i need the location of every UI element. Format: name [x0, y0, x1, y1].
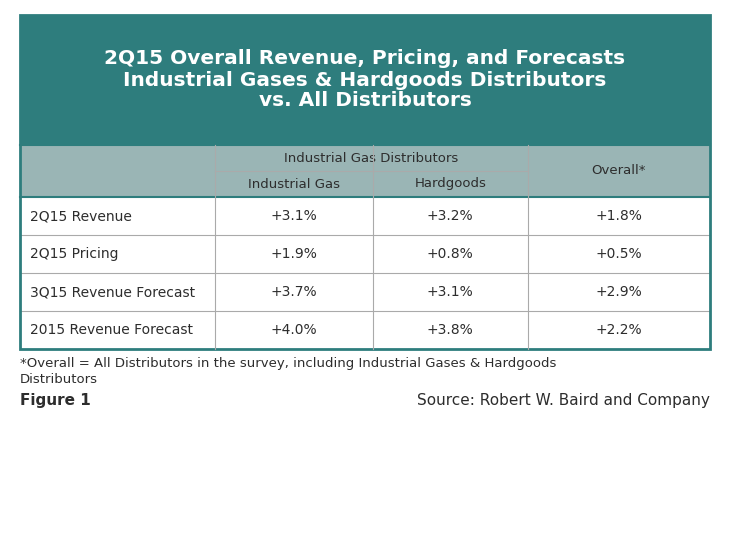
Bar [20, 197, 710, 235]
Text: +0.8%: +0.8% [427, 247, 474, 261]
Text: 2Q15 Overall Revenue, Pricing, and Forecasts: 2Q15 Overall Revenue, Pricing, and Forec… [104, 49, 626, 68]
Text: *Overall = All Distributors in the survey, including Industrial Gases & Hardgood: *Overall = All Distributors in the surve… [20, 357, 556, 370]
Bar [20, 273, 710, 311]
Text: Distributors: Distributors [20, 373, 98, 386]
Bar [20, 15, 710, 349]
Text: Figure 1: Figure 1 [20, 393, 91, 408]
Bar [20, 235, 710, 273]
Text: 2Q15 Pricing: 2Q15 Pricing [30, 247, 118, 261]
Text: vs. All Distributors: vs. All Distributors [258, 92, 472, 111]
Text: +4.0%: +4.0% [271, 323, 318, 337]
Text: +0.5%: +0.5% [596, 247, 642, 261]
Text: 3Q15 Revenue Forecast: 3Q15 Revenue Forecast [30, 285, 195, 299]
Bar [20, 311, 710, 349]
Text: 2015 Revenue Forecast: 2015 Revenue Forecast [30, 323, 193, 337]
Text: 2Q15 Revenue: 2Q15 Revenue [30, 209, 132, 223]
Text: Source: Robert W. Baird and Company: Source: Robert W. Baird and Company [417, 393, 710, 408]
Text: +1.8%: +1.8% [596, 209, 642, 223]
Text: +3.8%: +3.8% [427, 323, 474, 337]
Text: +3.1%: +3.1% [271, 209, 318, 223]
Text: Industrial Gases & Hardgoods Distributors: Industrial Gases & Hardgoods Distributor… [123, 71, 607, 89]
Text: +1.9%: +1.9% [271, 247, 318, 261]
Text: +3.2%: +3.2% [427, 209, 474, 223]
Text: Industrial Gas Distributors: Industrial Gas Distributors [285, 151, 458, 164]
Text: Overall*: Overall* [592, 164, 646, 178]
Text: +3.1%: +3.1% [427, 285, 474, 299]
Text: +3.7%: +3.7% [271, 285, 318, 299]
Text: +2.2%: +2.2% [596, 323, 642, 337]
Text: Hardgoods: Hardgoods [415, 178, 486, 191]
Bar [20, 145, 710, 197]
Text: +2.9%: +2.9% [596, 285, 642, 299]
Bar [20, 15, 710, 145]
Text: Industrial Gas: Industrial Gas [248, 178, 340, 191]
